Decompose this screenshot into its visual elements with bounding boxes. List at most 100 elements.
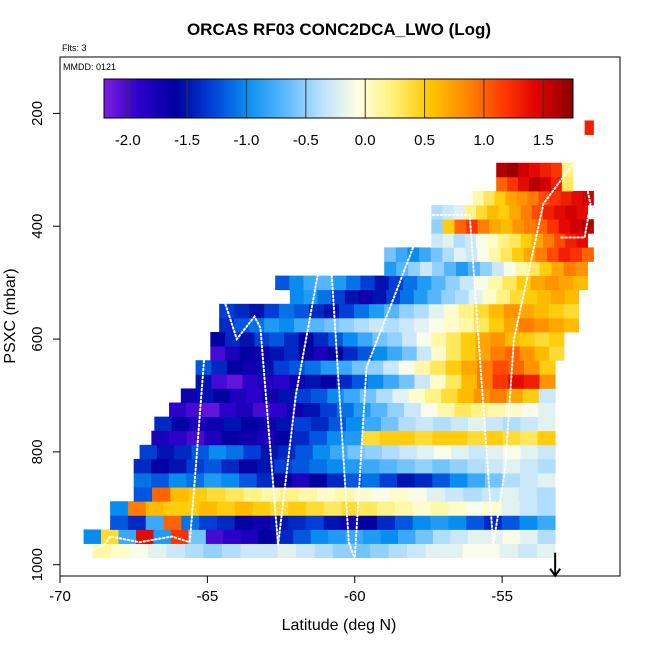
heatmap-cell [370,543,389,559]
heatmap-cell [445,374,462,389]
colorbar-swatch [326,79,331,118]
colorbar-swatch [274,79,278,118]
heatmap-cell [427,289,442,305]
y-tick-label: 1000 [29,548,46,581]
heatmap-cell [259,543,278,559]
heatmap-cell [466,219,479,234]
heatmap-cell [328,529,346,544]
heatmap-cell [291,430,310,446]
heatmap-cell [542,205,555,220]
heatmap-cell [536,543,556,559]
heatmap-cell [270,515,289,530]
heatmap-cell [415,416,434,432]
heatmap-cell [476,233,488,248]
heatmap-cell [139,444,158,460]
heatmap-cell [341,515,360,530]
heatmap-cell [432,473,451,488]
colorbar-swatch [464,79,468,118]
colorbar-swatch [470,79,474,118]
heatmap-cell [445,487,464,502]
heatmap-cell [274,473,293,488]
colorbar-swatch [235,79,240,118]
colorbar-swatch [256,79,260,118]
heatmap-cell [441,289,456,305]
heatmap-cell [264,303,280,319]
heatmap-cell [344,458,363,474]
colorbar-swatch [320,79,325,118]
heatmap-cell [384,247,397,262]
heatmap-cell [280,487,299,502]
heatmap-cell [501,515,520,530]
heatmap-cell [170,487,190,502]
heatmap-cell [449,430,468,446]
heatmap-cell [213,388,231,403]
colorbar-swatch [133,79,137,118]
heatmap-cell [163,515,182,530]
heatmap-cell [443,303,460,319]
heatmap-cell [485,416,504,432]
y-tick-label: 400 [29,214,46,239]
heatmap-cell [174,444,192,460]
heatmap-cell [519,332,535,347]
heatmap-cell [449,458,468,474]
heatmap-cell [538,388,556,403]
colorbar-swatch [338,79,342,118]
heatmap-cell [575,261,588,276]
colorbar-swatch [446,79,451,118]
heatmap-cell [133,458,152,474]
colorbar-swatch [224,79,228,118]
colorbar-swatch [400,79,404,118]
heatmap-cell [277,543,297,559]
heatmap-cell [523,289,538,305]
heatmap-cell [548,303,565,319]
colorbar-swatch [367,79,372,118]
x-tick-label: -55 [491,588,513,605]
colorbar-swatch [558,79,562,118]
heatmap-cell [537,289,552,305]
heatmap-cell [518,487,538,502]
heatmap-cell [537,515,556,530]
heatmap-cell [243,444,262,460]
heatmap-cell [359,388,377,403]
colorbar-swatch [104,79,108,118]
heatmap-cell [354,317,370,333]
heatmap-cell [417,275,432,291]
heatmap-cell [216,515,236,530]
heatmap-cell [288,515,307,530]
colorbar-swatch [150,79,155,118]
heatmap-cell [186,430,205,446]
heatmap-cell [127,515,147,530]
colorbar-swatch [417,79,422,118]
heatmap-cell [488,275,503,291]
heatmap-cell [460,346,476,361]
heatmap-cell [295,444,314,460]
heatmap-cell [414,458,433,474]
colorbar-swatch [529,79,533,118]
heatmap-cell [488,247,501,262]
colorbar-swatch [496,79,501,118]
colorbar-swatch [402,79,407,118]
heatmap-cell [502,473,521,488]
heatmap-cell [204,430,222,446]
heatmap-cell [225,487,245,502]
heatmap-cell [317,275,333,291]
heatmap-cell [293,416,312,432]
colorbar-swatch [106,79,111,118]
heatmap-cell [309,303,325,319]
heatmap-cell [430,515,449,530]
heatmap-cell [210,346,226,361]
colorbar-swatch [127,79,131,118]
colorbar-swatch [405,79,410,118]
heatmap-cell [457,388,475,403]
colorbar-swatch [432,79,436,118]
heatmap-cell [549,332,565,347]
heatmap-cell [520,205,533,220]
colorbar-swatch [300,79,304,118]
heatmap-cell [500,219,513,234]
colorbar-swatch [487,79,492,118]
heatmap-cell [446,332,462,347]
heatmap-cell [449,473,468,488]
colorbar-swatch [335,79,339,118]
heatmap-cell [383,360,400,375]
heatmap-cell [361,473,380,488]
